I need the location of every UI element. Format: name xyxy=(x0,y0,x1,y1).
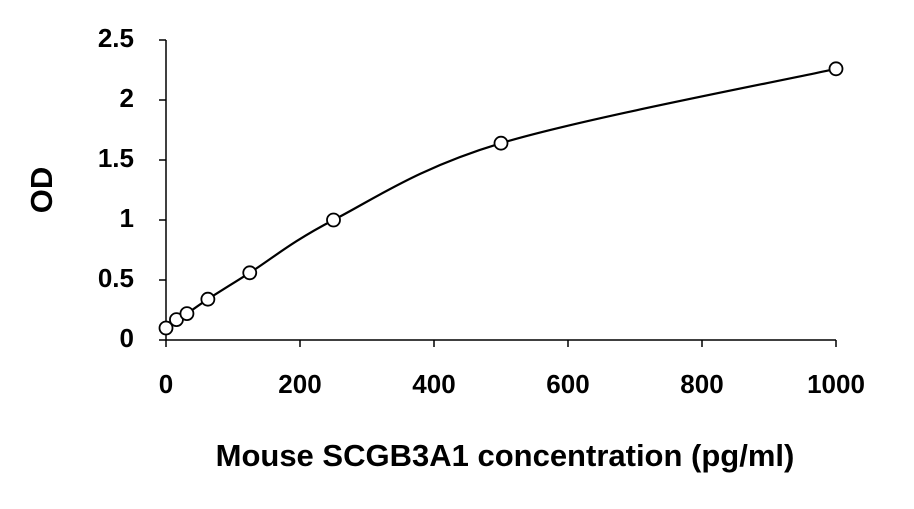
x-tick-label: 0 xyxy=(159,369,173,399)
x-tick-label: 400 xyxy=(412,369,455,399)
x-tick-label: 600 xyxy=(546,369,589,399)
data-point xyxy=(200,291,216,307)
x-tick-label: 200 xyxy=(278,369,321,399)
y-tick-label: 1.5 xyxy=(98,143,134,173)
data-point xyxy=(158,320,174,336)
x-tick-label: 800 xyxy=(680,369,723,399)
y-tick-label: 2.5 xyxy=(98,23,134,53)
data-point xyxy=(326,212,341,228)
x-axis-title: Mouse SCGB3A1 concentration (pg/ml) xyxy=(216,438,795,473)
y-axis-title: OD xyxy=(24,167,59,214)
data-point xyxy=(179,306,195,322)
data-point xyxy=(493,135,509,151)
x-tick-label: 1000 xyxy=(807,369,865,399)
data-point xyxy=(828,61,844,77)
y-tick-label: 2 xyxy=(120,83,134,113)
data-point xyxy=(242,265,258,281)
y-tick-label: 0.5 xyxy=(98,263,134,293)
y-tick-label: 1 xyxy=(120,203,134,233)
y-tick-label: 0 xyxy=(120,323,134,353)
